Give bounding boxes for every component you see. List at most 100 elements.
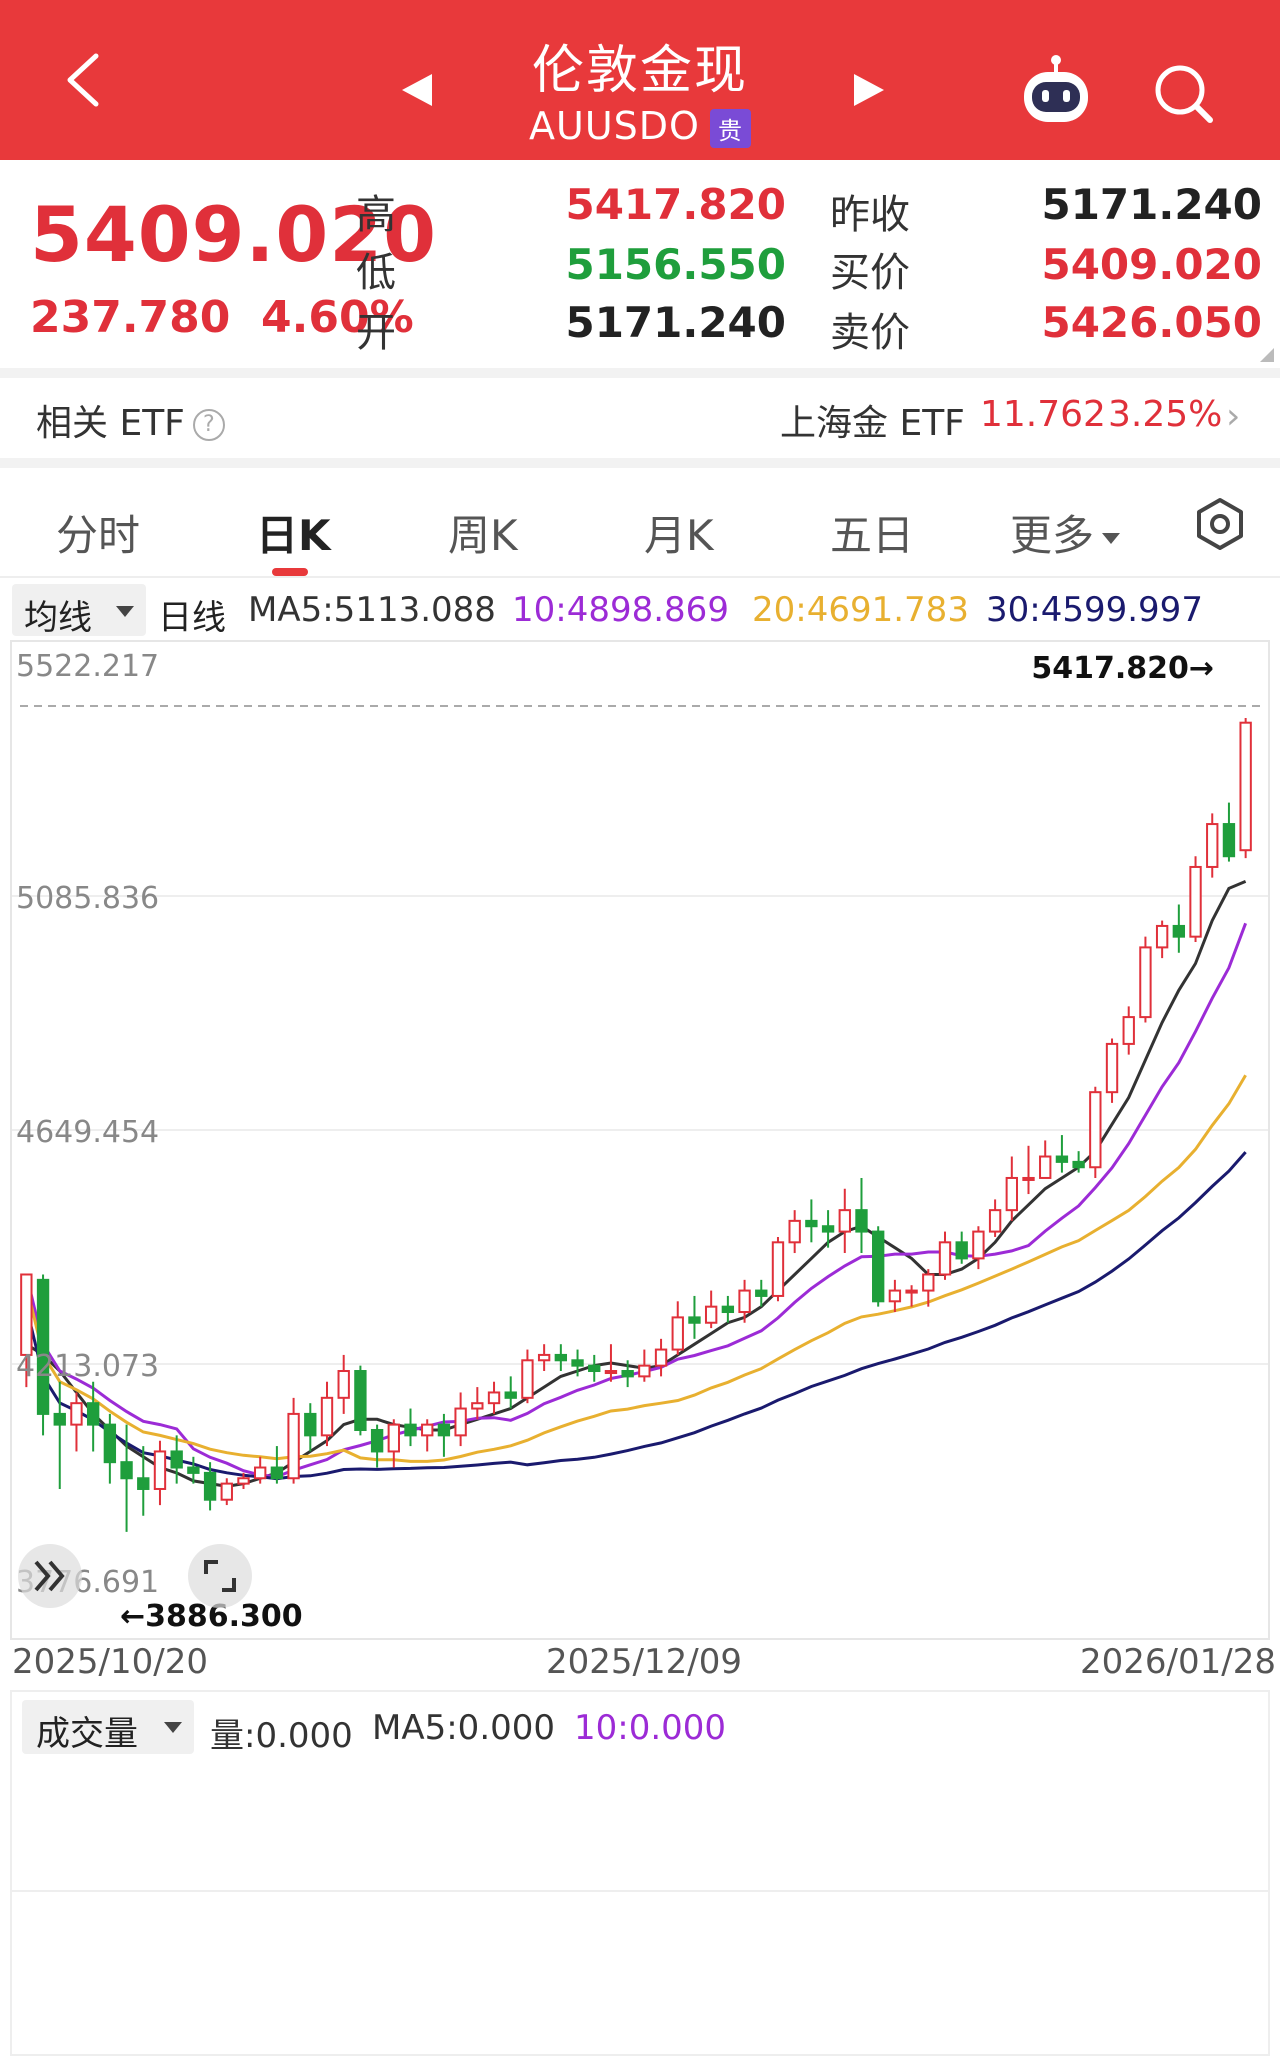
period-tabs: 分时 日K 周K 月K 五日 更多 [0, 468, 1280, 578]
candle [571, 1349, 584, 1377]
y-tick-label: 5522.217 [16, 649, 159, 684]
divider [0, 458, 1280, 468]
back-icon[interactable] [56, 50, 116, 110]
candle [955, 1231, 968, 1264]
candle [521, 1349, 534, 1404]
chart-settings-icon[interactable] [1192, 496, 1248, 552]
robot-assistant-icon[interactable] [1018, 52, 1094, 128]
x-axis-end-date: 2026/01/28 [1080, 1642, 1276, 1682]
candle [1189, 856, 1202, 943]
bid-label: 买价 [830, 250, 910, 296]
candle [471, 1387, 484, 1420]
page-title: 伦敦金现 [531, 41, 748, 101]
instrument-symbol: AUUSDO 贵 [440, 104, 840, 148]
candle [821, 1210, 835, 1248]
candle [120, 1424, 133, 1532]
candle [1055, 1135, 1069, 1173]
volume-selector[interactable]: 成交量 [22, 1700, 194, 1754]
caret-down-icon [164, 1722, 182, 1733]
candle [855, 1177, 868, 1254]
etf-change-percent: 3.25% [1108, 394, 1223, 435]
candle [320, 1381, 334, 1447]
candle [755, 1279, 768, 1307]
tab-intraday[interactable]: 分时 [56, 511, 141, 560]
low-value: 5156.550 [565, 240, 786, 289]
prev-close-label: 昨收 [830, 192, 910, 238]
chart-grid [12, 894, 1268, 1365]
previous-instrument-icon[interactable] [398, 70, 438, 110]
candle [270, 1446, 284, 1484]
ma20-line [24, 1074, 1247, 1463]
expand-corner-icon[interactable] [1260, 348, 1274, 362]
candle [437, 1413, 451, 1457]
candle [304, 1403, 317, 1452]
candle [1239, 717, 1252, 859]
ask-value: 5426.050 [1041, 298, 1262, 347]
open-label: 开 [356, 310, 396, 356]
ma10-value: 10:4898.869 [512, 590, 729, 630]
candle [938, 1231, 952, 1280]
candle [387, 1419, 400, 1468]
search-icon[interactable] [1152, 62, 1216, 126]
candle [621, 1360, 634, 1388]
candle [203, 1462, 217, 1511]
quote-panel: 5409.020 237.780 4.60% 高 低 开 5417.820 51… [0, 160, 1280, 370]
help-icon[interactable]: ? [192, 409, 225, 441]
ma10-line [24, 922, 1248, 1479]
candle [1072, 1151, 1085, 1173]
kline-chart-svg[interactable]: 5522.2175085.8364649.4544213.0733776.691… [10, 640, 1270, 1640]
related-etf-row[interactable]: 相关 ETF? 上海金 ETF 11.762 3.25% › [0, 370, 1280, 458]
tab-five-day[interactable]: 五日 [830, 511, 915, 560]
high-value: 5417.820 [565, 180, 786, 229]
active-tab-indicator [272, 568, 308, 576]
candle [421, 1419, 434, 1452]
candle [404, 1408, 417, 1447]
candle [972, 1226, 985, 1270]
candle [771, 1236, 785, 1302]
high-label: 高 [356, 192, 396, 238]
indicator-selector[interactable]: 均线 [12, 584, 146, 638]
fullscreen-button[interactable] [188, 1544, 252, 1608]
chevron-right-icon[interactable]: › [1226, 396, 1241, 437]
candle [721, 1295, 735, 1323]
caret-down-icon [1102, 533, 1121, 544]
candle [237, 1472, 250, 1489]
category-badge: 贵 [709, 109, 751, 148]
prev-close-value: 5171.240 [1041, 180, 1262, 229]
tab-weekly-k[interactable]: 周K [448, 511, 518, 560]
candle [905, 1285, 918, 1307]
tab-more-label: 更多 [1010, 511, 1095, 560]
ma30-line [24, 1151, 1247, 1481]
volume-ma5: MA5:0.000 [372, 1708, 556, 1748]
candle [337, 1354, 350, 1414]
candle [554, 1344, 568, 1372]
tab-daily-k[interactable]: 日K [256, 511, 331, 560]
candle [838, 1188, 851, 1254]
next-instrument-icon[interactable] [848, 70, 888, 110]
volume-grid-line [10, 1890, 1270, 1892]
tab-monthly-k[interactable]: 月K [644, 511, 714, 560]
last-price: 5409.020 [30, 190, 438, 279]
volume-selector-label: 成交量 [36, 1714, 138, 1754]
candle [1022, 1145, 1035, 1195]
candle [370, 1424, 384, 1468]
ask-label: 卖价 [830, 310, 910, 356]
kline-chart[interactable]: 5522.217 5085.836 4649.454 4213.073 3776.691… [10, 640, 1270, 1640]
candle [738, 1279, 751, 1323]
volume-legend: 成交量 量:0.000 MA5:0.000 10:0.000 [0, 1700, 1280, 1756]
tab-more[interactable]: 更多 [1010, 502, 1121, 563]
etf-price: 11.762 [980, 394, 1106, 435]
candle [1139, 936, 1152, 1023]
collapse-panel-button[interactable] [18, 1544, 82, 1608]
candle [1089, 1086, 1102, 1178]
candle [103, 1413, 117, 1484]
caret-down-icon [116, 606, 134, 617]
x-axis-mid-date: 2025/12/09 [546, 1642, 742, 1682]
candle [36, 1274, 50, 1436]
candle [137, 1446, 150, 1516]
change-value: 237.780 [30, 292, 231, 343]
y-tick-label: 5085.836 [16, 881, 159, 916]
open-value: 5171.240 [565, 298, 786, 347]
max-price-marker: 5417.820→ [1031, 651, 1214, 686]
